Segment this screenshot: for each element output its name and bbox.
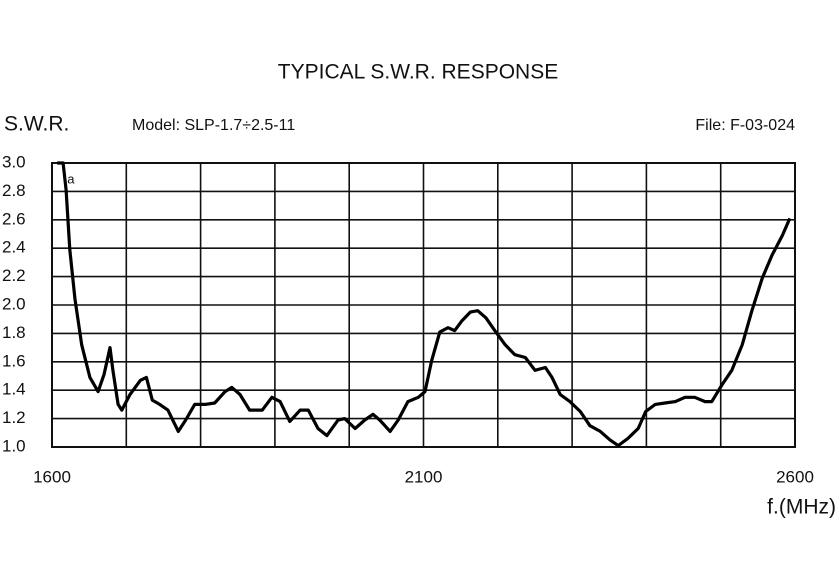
x-axis-label: f.(MHz) (767, 496, 836, 519)
y-tick-label: 1.2 (2, 408, 26, 427)
data-line (57, 161, 792, 448)
y-tick-label: 1.6 (2, 351, 26, 370)
y-tick-label: 2.4 (2, 238, 26, 257)
y-tick-label: 3.0 (2, 152, 26, 171)
y-tick-label: 2.0 (2, 294, 26, 313)
x-tick-label: 1600 (33, 467, 71, 486)
y-tick-label: 2.8 (2, 181, 26, 200)
x-tick-label: 2600 (776, 467, 814, 486)
chart-title: TYPICAL S.W.R. RESPONSE (278, 61, 558, 84)
x-tick-label: 2100 (405, 467, 443, 486)
y-tick-label: 1.4 (2, 380, 26, 399)
y-tick-label: 1.0 (2, 436, 26, 455)
y-axis-label: S.W.R. (4, 113, 69, 136)
series-label: a (67, 171, 75, 186)
file-label: File: F-03-024 (695, 117, 795, 134)
y-tick-label: 1.8 (2, 323, 26, 342)
model-label: Model: SLP-1.7÷2.5-11 (132, 117, 295, 134)
y-tick-label: 2.6 (2, 209, 26, 228)
y-tick-label: 2.2 (2, 266, 26, 285)
